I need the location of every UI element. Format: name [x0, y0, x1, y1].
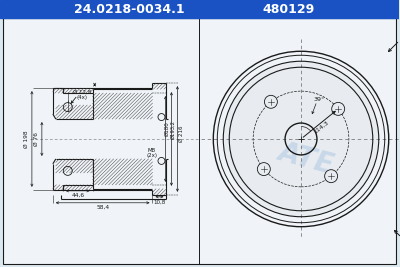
Text: Ø193,2: Ø193,2 — [171, 120, 176, 139]
Circle shape — [223, 61, 379, 217]
Text: 24.0218-0034.1: 24.0218-0034.1 — [74, 3, 185, 16]
Text: 480129: 480129 — [263, 3, 315, 16]
Text: 114,3: 114,3 — [312, 120, 330, 135]
Circle shape — [264, 95, 277, 108]
Text: ATE: ATE — [275, 138, 337, 180]
Text: 39°: 39° — [313, 97, 324, 102]
Circle shape — [257, 163, 270, 176]
Text: 58,4: 58,4 — [96, 205, 109, 210]
Text: M8: M8 — [148, 148, 156, 154]
Text: Ø 198: Ø 198 — [24, 130, 28, 148]
Circle shape — [332, 103, 345, 115]
Text: Ø 76: Ø 76 — [34, 132, 39, 146]
Text: Ø180: Ø180 — [165, 122, 170, 136]
Text: Ø 216: Ø 216 — [179, 126, 184, 142]
Text: (2x): (2x) — [146, 154, 157, 158]
Text: (4x): (4x) — [76, 95, 87, 100]
Text: 44,6: 44,6 — [71, 192, 84, 197]
Bar — [0, 1, 399, 18]
Circle shape — [325, 170, 338, 183]
Text: 10,8: 10,8 — [153, 199, 166, 204]
Text: Ø 12,8: Ø 12,8 — [73, 90, 91, 95]
